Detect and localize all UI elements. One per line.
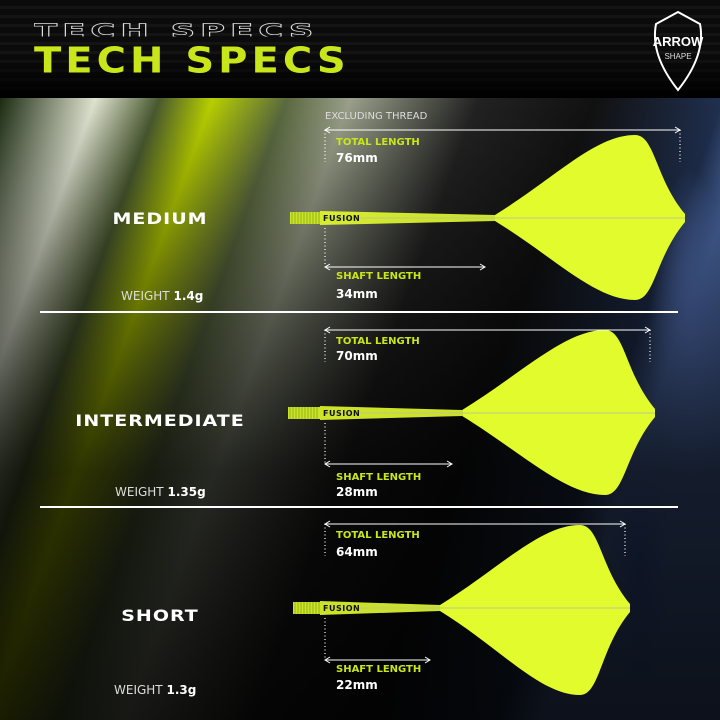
arrow-shape-badge: ARROW SHAPE [648,10,708,92]
shaft-length-label: SHAFT LENGTH [336,271,422,282]
badge-line2: SHAPE [664,52,692,61]
shaft-length-label: SHAFT LENGTH [336,472,422,483]
header [0,0,720,98]
total-length-label: TOTAL LENGTH [336,137,420,148]
size-intermediate: INTERMEDIATE [75,411,245,431]
arrowheads [324,520,626,528]
weight-short: WEIGHT 1.3g [114,683,197,697]
size-medium: MEDIUM [112,209,208,229]
arrowheads [324,460,453,468]
arrowheads [324,263,486,271]
flight [440,525,630,695]
shaft-length-label: SHAFT LENGTH [336,664,422,675]
total-length-label: TOTAL LENGTH [336,530,420,541]
shaft-length-value: 28mm [336,485,378,499]
excluding-thread-note: EXCLUDING THREAD [325,111,428,122]
arrowheads [324,656,431,664]
page-title: TECH SPECS [34,40,350,82]
total-length-label: TOTAL LENGTH [336,336,420,347]
thread [290,212,320,224]
brand-label: FUSION [323,604,360,613]
shaft-length-value: 22mm [336,678,378,692]
shaft-length-value: 34mm [336,287,378,301]
brand-label: FUSION [323,409,360,418]
title-outline: TECH SPECS [34,20,319,37]
total-length-value: 70mm [336,349,378,363]
weight-intermediate: WEIGHT 1.35g [115,485,206,499]
shield-icon [654,10,702,92]
size-short: SHORT [121,606,199,626]
arrowheads [324,126,681,134]
arrowheads [324,326,651,334]
badge-line1: ARROW [652,34,704,49]
total-length-value: 64mm [336,545,378,559]
weight-medium: WEIGHT 1.4g [121,289,204,303]
total-length-value: 76mm [336,151,378,165]
brand-label: FUSION [323,214,360,223]
